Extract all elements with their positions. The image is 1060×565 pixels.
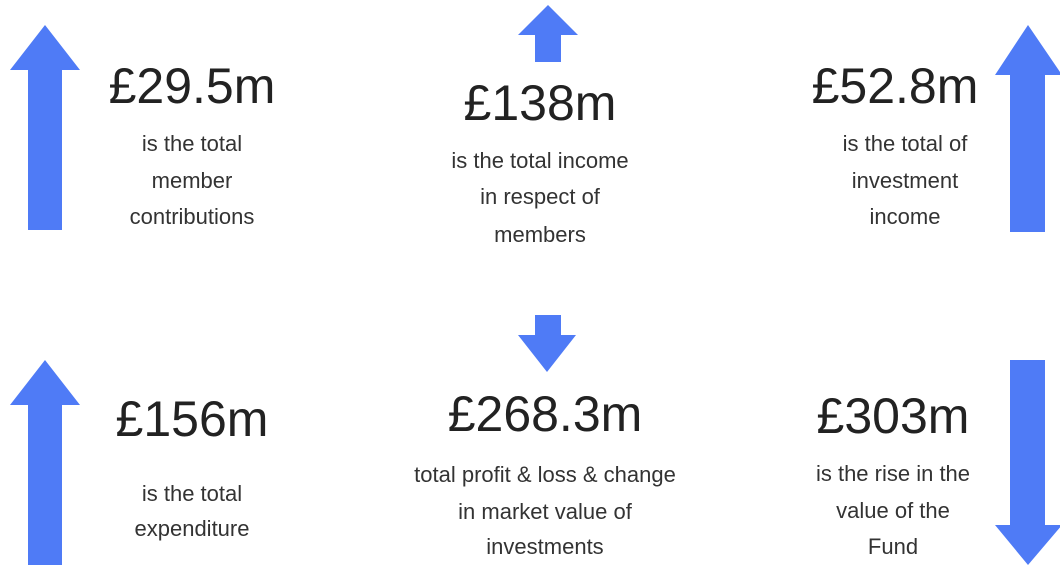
stat-description: expenditure xyxy=(135,516,250,541)
stat-description: in respect of xyxy=(480,184,601,209)
stat-description: investments xyxy=(486,534,603,559)
stat-description: total profit & loss & change xyxy=(414,462,676,487)
stat-description: income xyxy=(870,204,941,229)
stat-description: investment xyxy=(852,168,958,193)
stat-description: is the total xyxy=(142,481,242,506)
stat-description: value of the xyxy=(836,498,950,523)
stat-description: is the total income xyxy=(451,148,628,173)
arrow-down xyxy=(995,360,1060,565)
arrow-up xyxy=(995,25,1060,232)
stat-description: members xyxy=(494,222,586,247)
stat-value: £268.3m xyxy=(448,386,643,442)
stat-description: is the total of xyxy=(843,131,969,156)
arrow-down xyxy=(518,315,576,372)
stat-description: is the rise in the xyxy=(816,461,970,486)
stat-description: contributions xyxy=(130,204,255,229)
stat-description: in market value of xyxy=(458,499,633,524)
stat-value: £303m xyxy=(817,388,970,444)
stat-value: £29.5m xyxy=(109,58,276,114)
stat-value: £138m xyxy=(464,75,617,131)
arrow-up xyxy=(10,360,80,565)
stat-description: member xyxy=(152,168,233,193)
stat-value: £156m xyxy=(116,391,269,447)
stat-description: Fund xyxy=(868,534,918,559)
arrow-up xyxy=(518,5,578,62)
stat-description: is the total xyxy=(142,131,242,156)
stat-value: £52.8m xyxy=(812,58,979,114)
arrow-up xyxy=(10,25,80,230)
